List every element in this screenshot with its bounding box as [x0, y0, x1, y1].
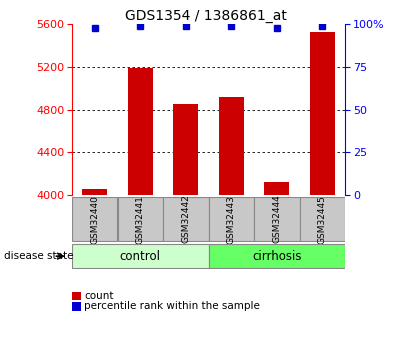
FancyBboxPatch shape	[300, 197, 345, 241]
Text: count: count	[84, 291, 114, 300]
Bar	[219, 97, 244, 195]
Bar	[173, 104, 199, 195]
Bar	[310, 32, 335, 195]
Text: GSM32442: GSM32442	[181, 195, 190, 244]
FancyBboxPatch shape	[163, 197, 208, 241]
Text: GSM32441: GSM32441	[136, 195, 145, 244]
FancyBboxPatch shape	[209, 244, 345, 268]
FancyBboxPatch shape	[254, 197, 300, 241]
Bar	[264, 182, 289, 195]
Text: percentile rank within the sample: percentile rank within the sample	[84, 302, 260, 311]
FancyBboxPatch shape	[118, 197, 163, 241]
FancyBboxPatch shape	[72, 197, 118, 241]
Text: GSM32444: GSM32444	[272, 195, 282, 244]
Text: cirrhosis: cirrhosis	[252, 250, 302, 263]
Text: control: control	[120, 250, 161, 263]
FancyBboxPatch shape	[209, 197, 254, 241]
Bar	[128, 68, 153, 195]
Text: GSM32443: GSM32443	[227, 195, 236, 244]
Text: disease state: disease state	[4, 251, 74, 261]
Text: GDS1354 / 1386861_at: GDS1354 / 1386861_at	[125, 9, 286, 23]
Text: GSM32440: GSM32440	[90, 195, 99, 244]
Bar	[82, 189, 107, 195]
FancyBboxPatch shape	[72, 244, 208, 268]
Text: GSM32445: GSM32445	[318, 195, 327, 244]
